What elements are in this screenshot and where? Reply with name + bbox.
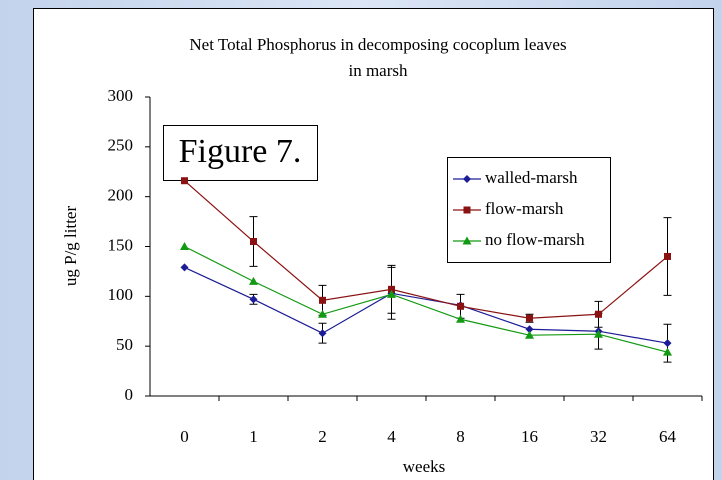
legend-label: flow-marsh (485, 199, 564, 218)
y-tick-label: 100 (108, 285, 134, 304)
x-tick-label: 64 (659, 427, 677, 446)
marker (663, 339, 672, 348)
marker (457, 302, 464, 310)
marker (456, 314, 465, 323)
series-line (184, 180, 668, 319)
marker (318, 329, 327, 338)
legend-marker (463, 206, 471, 214)
annotation: Figure 7. (179, 133, 302, 170)
marker (181, 177, 188, 185)
marker (250, 238, 257, 246)
x-tick-label: 2 (318, 427, 327, 446)
x-axis-label: weeks (403, 457, 445, 476)
marker (525, 325, 534, 334)
x-tick-label: 4 (387, 427, 396, 446)
marker (594, 329, 603, 338)
annotation-box (163, 125, 318, 181)
legend-label: walled-marsh (485, 168, 578, 187)
y-tick-label: 50 (116, 335, 133, 354)
marker (595, 310, 602, 318)
legend-marker (463, 175, 471, 183)
marker (180, 242, 189, 250)
y-tick-label: 300 (108, 86, 134, 105)
chart-title: Net Total Phosphorus in decomposing coco… (189, 35, 566, 54)
series-line (184, 266, 668, 344)
marker (387, 289, 396, 298)
y-tick-label: 150 (108, 235, 134, 254)
marker (319, 296, 326, 304)
marker (525, 330, 534, 339)
y-tick-label: 200 (108, 186, 134, 205)
marker (526, 314, 533, 322)
legend-label: no flow-marsh (485, 230, 585, 249)
legend-marker (462, 236, 472, 245)
marker (663, 347, 672, 356)
series-line (184, 245, 668, 353)
marker (180, 263, 189, 272)
x-tick-label: 32 (590, 427, 607, 446)
marker (664, 252, 671, 260)
x-tick-label: 8 (456, 427, 465, 446)
x-tick-label: 0 (180, 427, 189, 446)
marker (318, 309, 327, 318)
marker (388, 285, 395, 293)
x-tick-label: 16 (521, 427, 538, 446)
y-tick-label: 250 (108, 136, 134, 155)
x-tick-label: 1 (249, 427, 258, 446)
y-axis-label: ug P/g litter (61, 206, 80, 287)
chart-title: in marsh (348, 61, 408, 80)
y-tick-label: 0 (125, 385, 134, 404)
marker (249, 276, 258, 285)
marker (249, 295, 258, 304)
